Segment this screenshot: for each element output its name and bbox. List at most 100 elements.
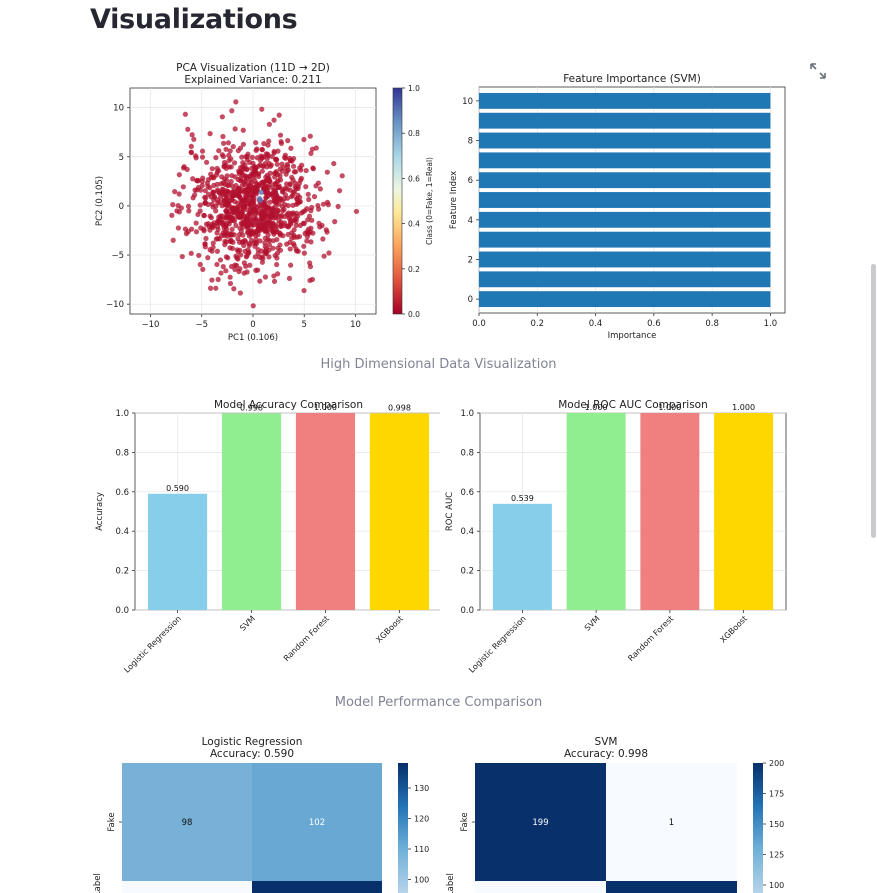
scatter-point [275,177,281,184]
scatter-point [199,154,206,160]
scatter-point [274,261,280,268]
chart-title: Feature Importance (SVM) [563,73,701,85]
scatter-point [233,182,239,189]
scatter-point [309,146,316,152]
scatter-point [288,194,295,200]
scatter-point [219,174,225,180]
roc-auc-bar-chart: 0.0 0.2 0.4 0.6 0.8 1.0 0.539 Logistic Regressi… [445,399,787,675]
scatter-point [220,133,226,140]
scatter-point [285,224,292,230]
scatter-point [305,191,311,197]
scatter-point [277,231,283,237]
y-tick-label: 2 [468,255,473,265]
scatter-point [193,229,200,235]
scatter-point [230,205,236,211]
scatter-point [285,167,291,173]
scatter-point [269,153,275,160]
colorbar-tick-label: 100 [769,881,784,890]
scatter-point [274,271,281,277]
scatter-point [248,220,255,226]
colorbar-tick-label: 110 [414,845,429,854]
scatter-point [189,132,195,138]
colorbar-tick-label: 1.0 [408,84,420,93]
scatter-point [227,274,233,280]
x-tick-label: 0.8 [705,319,719,329]
scatter-point [335,203,341,210]
colorbar-label: Class (0=Fake, 1=Real) [425,157,434,245]
scatter-point [239,239,245,245]
scrollbar-thumb[interactable] [871,264,876,538]
scatter-point [263,223,269,229]
scatter-point [291,232,297,238]
scatter-point [195,184,202,191]
matrix-cell-value: 199 [532,818,548,828]
scatter-point [236,188,242,194]
x-tick-label: XGBoost [718,614,749,645]
scatter-point [209,277,215,283]
scatter-point [220,153,227,160]
scatter-point [239,154,245,160]
y-tick-label: 10 [462,97,473,107]
y-tick-label: 0.0 [460,606,474,616]
scatter-point [176,209,182,215]
scatter-point [247,262,253,268]
scatter-point [265,142,271,148]
bar-value-label: 1.000 [732,403,755,412]
scatter-point [226,157,232,164]
scatter-point [325,202,331,208]
pca-scatter-chart: PCA Visualization (11D → 2D)Explained Va… [95,62,434,343]
scatter-point [222,242,228,248]
scatter-point [217,216,223,222]
scatter-point [309,276,316,283]
scatter-point [277,242,283,248]
scatter-point [273,156,279,162]
scatter-point [240,224,246,230]
scatter-point [223,188,229,194]
x-tick-label: 0.0 [472,319,486,329]
scatter-point [267,199,273,205]
scatter-point [272,170,279,176]
scatter-point [245,226,251,232]
scatter-point [194,178,201,184]
scatter-point [279,198,285,204]
x-tick-label: 10 [350,320,361,330]
scatter-point [202,200,208,206]
matrix-cell [475,881,606,893]
scatter-point [315,180,322,186]
scatter-point [293,169,299,175]
scatter-point [242,248,248,254]
scatter-point [271,187,277,194]
scatter-point [269,213,275,219]
scatter-point [219,114,225,120]
scatter-point [308,225,314,231]
y-tick-label: Fake [460,812,470,831]
scatter-point [315,202,321,209]
scatter-point [203,235,209,242]
scatter-point [331,160,337,167]
scatter-point [223,208,229,214]
chart-title: PCA Visualization (11D → 2D) [176,62,330,74]
scatter-point [223,268,229,274]
scatter-point [188,250,194,256]
colorbar-tick-label: 130 [414,784,429,793]
fullscreen-expand-icon[interactable] [809,62,827,80]
scatter-point [300,220,306,227]
scatter-point [175,203,181,209]
scatter-point [291,227,297,233]
scatter-point [231,218,238,224]
scatter-point [309,217,315,223]
scatter-point [266,138,272,144]
scatter-point [266,160,272,166]
scatter-point [232,266,238,273]
importance-bar [479,112,771,129]
scatter-point [266,121,272,127]
scatter-point [280,188,286,194]
scatter-point [291,189,298,195]
scatter-point [237,266,243,272]
y-tick-label: 0 [119,202,124,212]
colorbar-tick-label: 0.4 [408,220,420,229]
bar-value-label: 0.590 [166,484,189,493]
scatter-point [286,275,293,281]
colorbar [398,763,408,893]
scatter-point [231,286,237,292]
